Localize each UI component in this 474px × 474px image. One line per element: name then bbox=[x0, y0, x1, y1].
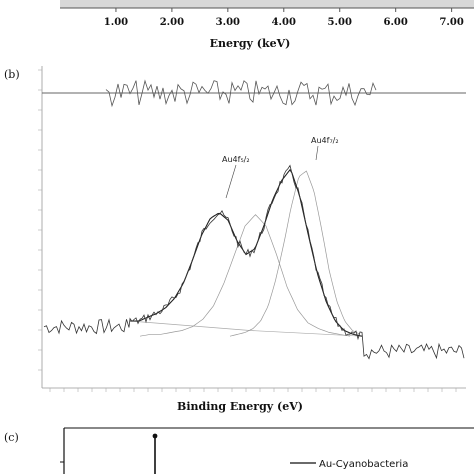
panel-a-x-tick-label: 5.00 bbox=[328, 17, 352, 28]
panel-b-component-au4f72 bbox=[229, 170, 361, 337]
panel-b-background bbox=[129, 320, 363, 337]
panel-a: 1.00 2.00 3.00 4.00 5.00 6.00 7.00 Energy (keV… bbox=[60, 0, 474, 50]
panel-b-peak-label-au4f52: Au4f₅/₂ bbox=[222, 155, 250, 164]
panel-c: (c) Au-Cyanobacteria bbox=[4, 427, 474, 474]
panel-b-peak-leader-au4f52 bbox=[225, 164, 237, 199]
panel-a-x-tick-label: 2.00 bbox=[160, 17, 184, 28]
panel-b-y-ticks bbox=[38, 69, 42, 371]
panel-c-label: (c) bbox=[4, 431, 19, 444]
panel-b-component-au4f52 bbox=[139, 214, 351, 337]
panel-c-legend-label: Au-Cyanobacteria bbox=[319, 459, 408, 470]
panel-a-x-axis-title: Energy (keV) bbox=[210, 37, 291, 50]
panel-b-x-axis-title: Binding Energy (eV) bbox=[177, 400, 303, 413]
panel-b-x-ticks bbox=[49, 388, 457, 392]
panel-b-peak-leader-au4f72 bbox=[315, 145, 319, 161]
panel-b-peak-label-au4f72: Au4f₇/₂ bbox=[311, 136, 339, 145]
panel-b-raw-spectrum bbox=[43, 164, 465, 360]
panel-b-residual-trace bbox=[105, 79, 377, 108]
panel-a-x-ticks: 1.00 2.00 3.00 4.00 5.00 6.00 7.00 bbox=[104, 8, 464, 28]
panel-c-peak-marker bbox=[152, 433, 158, 439]
panel-a-x-tick-label: 3.00 bbox=[216, 17, 240, 28]
panel-b: (b) Au4f₅/₂ Au4f₇/₂ Binding Energy (eV) bbox=[4, 66, 466, 413]
panel-b-fit-envelope bbox=[130, 168, 363, 337]
panel-a-x-tick-label: 1.00 bbox=[104, 17, 128, 28]
panel-a-x-tick-label: 4.00 bbox=[272, 17, 296, 28]
panel-a-x-tick-label: 7.00 bbox=[439, 17, 463, 28]
panel-a-frame-band bbox=[60, 0, 474, 8]
panel-a-x-tick-label: 6.00 bbox=[383, 17, 407, 28]
panel-b-label: (b) bbox=[4, 68, 20, 81]
